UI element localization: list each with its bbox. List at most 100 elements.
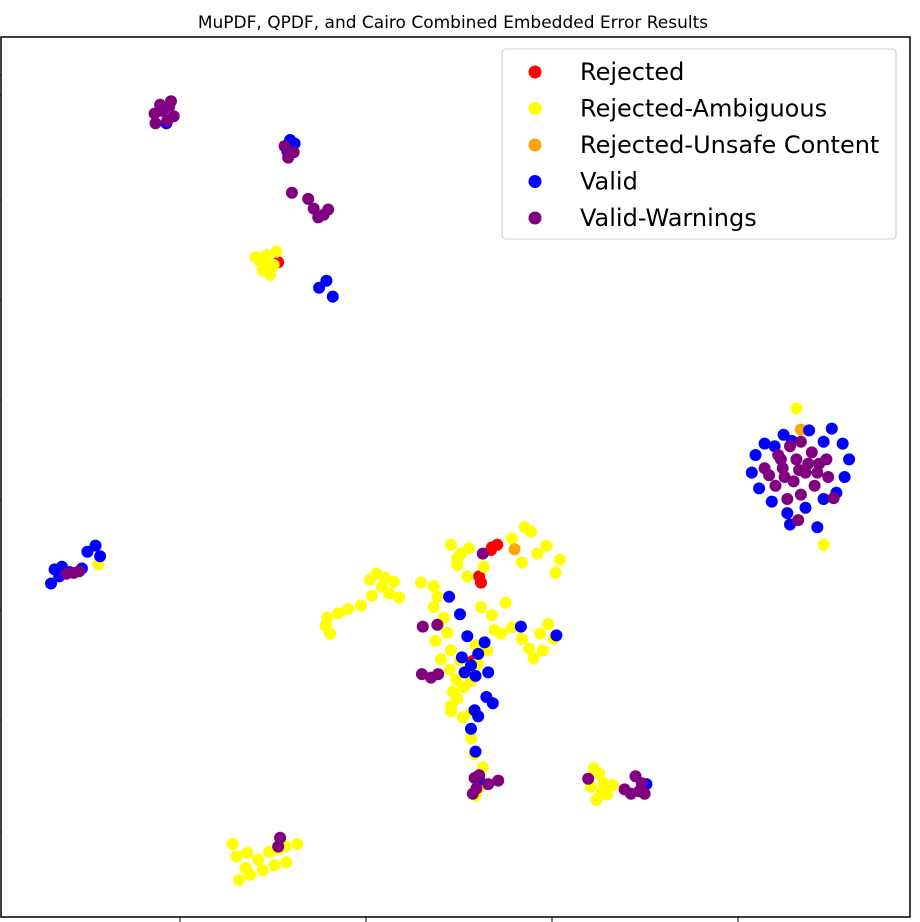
point-rejected-ambiguous	[364, 574, 377, 586]
point-rejected-ambiguous	[258, 259, 271, 272]
point-valid-warnings	[638, 787, 651, 800]
point-rejected-ambiguous	[505, 621, 518, 634]
point-rejected-ambiguous	[431, 590, 444, 603]
point-rejected-ambiguous	[465, 732, 477, 745]
axis-ticks	[0, 74, 739, 922]
point-valid-warnings	[820, 453, 833, 466]
point-rejected-ambiguous	[233, 874, 246, 886]
point-rejected-ambiguous	[587, 762, 600, 775]
point-rejected-ambiguous	[291, 838, 304, 850]
point-valid-warnings	[476, 547, 489, 560]
point-valid-warnings	[466, 787, 479, 800]
point-valid-warnings	[784, 440, 796, 453]
point-valid-warnings	[165, 95, 177, 108]
legend-label-rejected-unsafe-content: Rejected-Unsafe Content	[580, 131, 879, 159]
legend-marker-rejected-ambiguous	[528, 102, 542, 115]
point-rejected-ambiguous	[790, 402, 803, 415]
point-valid-warnings	[432, 668, 445, 681]
point-valid-warnings	[794, 435, 807, 448]
point-rejected-ambiguous	[427, 580, 440, 593]
point-valid-warnings	[582, 772, 595, 785]
point-valid	[455, 651, 468, 664]
point-rejected-ambiguous	[515, 556, 528, 569]
point-rejected-ambiguous	[365, 589, 378, 602]
point-valid	[838, 471, 851, 483]
point-rejected-ambiguous	[534, 627, 546, 640]
point-valid-warnings	[790, 453, 803, 466]
point-rejected-ambiguous	[321, 611, 334, 624]
point-valid	[749, 449, 762, 461]
point-rejected-ambiguous	[387, 575, 400, 588]
point-rejected-ambiguous	[531, 547, 544, 560]
point-valid	[443, 590, 456, 603]
point-rejected-ambiguous	[597, 777, 610, 790]
point-rejected-ambiguous	[456, 711, 469, 724]
point-valid-warnings	[282, 151, 295, 164]
point-valid	[486, 697, 499, 710]
point-valid-warnings	[302, 192, 315, 205]
point-rejected-ambiguous	[427, 601, 440, 614]
point-valid-warnings	[156, 104, 169, 117]
point-valid-warnings	[774, 453, 787, 466]
point-valid	[288, 137, 301, 150]
point-rejected-ambiguous	[244, 868, 257, 881]
point-rejected-ambiguous	[260, 249, 273, 262]
point-rejected-ambiguous	[495, 627, 507, 640]
point-valid	[836, 437, 849, 450]
point-valid-warnings	[787, 475, 800, 488]
point-valid-warnings	[802, 457, 815, 470]
legend-label-rejected-ambiguous: Rejected-Ambiguous	[580, 95, 827, 123]
point-valid	[482, 666, 495, 679]
legend-marker-valid-warnings	[528, 211, 542, 225]
point-valid-warnings	[492, 774, 505, 787]
point-rejected-ambiguous	[230, 850, 243, 863]
point-rejected-ambiguous	[817, 538, 830, 551]
point-rejected-ambiguous	[475, 601, 487, 614]
point-rejected-ambiguous	[378, 571, 391, 584]
point-valid	[89, 539, 102, 552]
point-rejected-ambiguous	[445, 699, 457, 712]
point-valid-warnings	[272, 840, 285, 853]
legend-marker-rejected-unsafe-content	[528, 138, 542, 152]
point-valid	[461, 630, 474, 643]
point-rejected-ambiguous	[264, 268, 277, 281]
point-rejected	[475, 576, 487, 589]
point-rejected-ambiguous	[226, 838, 239, 850]
point-valid	[777, 428, 790, 441]
point-rejected-ambiguous	[252, 853, 265, 866]
point-valid	[811, 521, 824, 534]
point-rejected-ambiguous	[444, 663, 456, 676]
point-valid	[745, 466, 758, 479]
point-rejected-ambiguous	[554, 553, 566, 566]
point-valid-warnings	[482, 778, 495, 791]
point-rejected-ambiguous	[415, 576, 427, 589]
point-rejected-ambiguous	[435, 653, 447, 666]
point-valid-warnings	[793, 464, 806, 476]
point-rejected-ambiguous	[332, 607, 345, 620]
point-valid	[468, 704, 481, 717]
point-valid-warnings	[73, 565, 86, 578]
point-rejected-ambiguous	[527, 652, 540, 665]
point-valid	[472, 647, 485, 660]
legend-marker-valid	[528, 175, 542, 188]
point-rejected-ambiguous	[540, 539, 553, 552]
point-rejected-ambiguous	[485, 609, 498, 622]
point-valid	[81, 545, 94, 558]
point-valid-warnings	[468, 772, 481, 784]
point-rejected-ambiguous	[355, 599, 367, 612]
point-valid-warnings	[778, 471, 791, 483]
point-valid	[320, 274, 333, 287]
point-rejected-ambiguous	[429, 634, 442, 647]
point-valid-warnings	[322, 203, 335, 216]
point-valid-warnings	[763, 469, 776, 482]
point-valid-warnings	[792, 514, 805, 527]
point-valid	[803, 424, 816, 437]
point-rejected-ambiguous	[393, 591, 406, 604]
point-rejected-ambiguous	[477, 560, 490, 573]
point-valid-warnings	[312, 211, 325, 224]
point-valid	[48, 563, 61, 576]
point-valid-warnings	[149, 117, 162, 130]
point-valid	[843, 453, 856, 466]
point-rejected-ambiguous	[445, 644, 457, 657]
point-valid	[469, 669, 482, 682]
